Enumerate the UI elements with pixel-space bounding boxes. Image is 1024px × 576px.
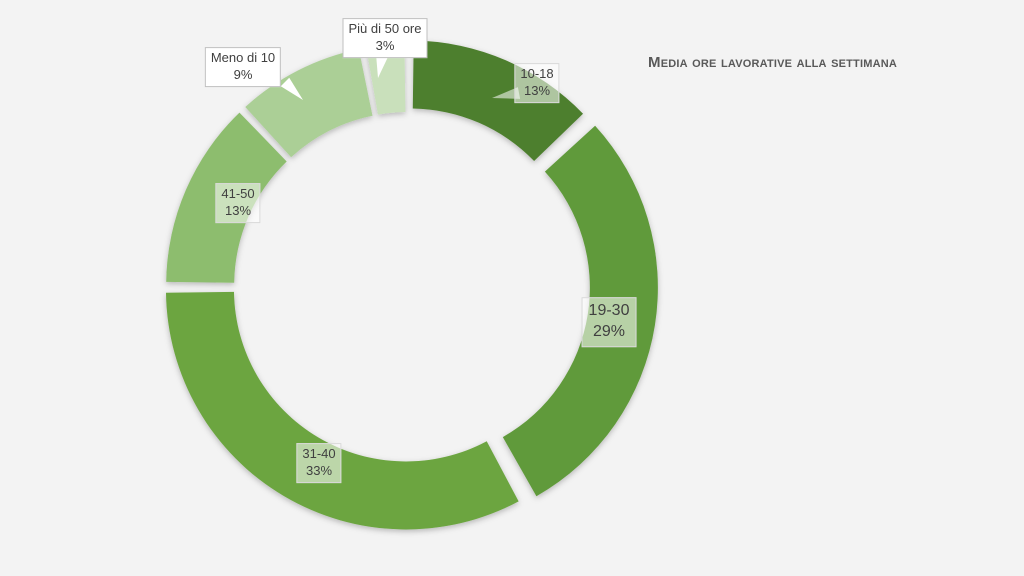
- callout-pointer: [376, 54, 388, 78]
- data-label-category: 10-18: [520, 66, 554, 82]
- data-label: 31-40 33%: [296, 443, 342, 483]
- slice-10-18: [412, 40, 584, 162]
- data-label: 19-30 29%: [581, 297, 637, 347]
- chart-title: Media ore lavorative alla settimana: [648, 54, 898, 71]
- slice-pi-di-50-ore: [366, 44, 406, 115]
- data-label-percent: 29%: [592, 323, 626, 340]
- data-label-percent: 13%: [523, 83, 551, 98]
- data-label: 10-18 13%: [514, 63, 560, 103]
- slice-19-30: [502, 125, 658, 497]
- data-label: Più di 50 ore 3%: [342, 18, 428, 58]
- data-label: 41-50 13%: [215, 183, 261, 223]
- callout-pointer: [280, 77, 303, 100]
- data-label-category: 41-50: [221, 186, 255, 202]
- slice-meno-di-10: [245, 49, 373, 158]
- data-label-category: Più di 50 ore: [348, 21, 422, 37]
- data-label-percent: 13%: [224, 203, 252, 218]
- data-label-category: Meno di 10: [210, 50, 276, 66]
- slice-31-40: [165, 291, 519, 530]
- data-label: Meno di 10 9%: [204, 47, 282, 87]
- data-label-percent: 33%: [305, 463, 333, 478]
- callout-pointer: [492, 87, 521, 99]
- data-label-category: 19-30: [588, 302, 630, 320]
- data-label-percent: 3%: [375, 38, 395, 53]
- data-label-percent: 9%: [233, 67, 253, 82]
- data-label-category: 31-40: [302, 446, 336, 462]
